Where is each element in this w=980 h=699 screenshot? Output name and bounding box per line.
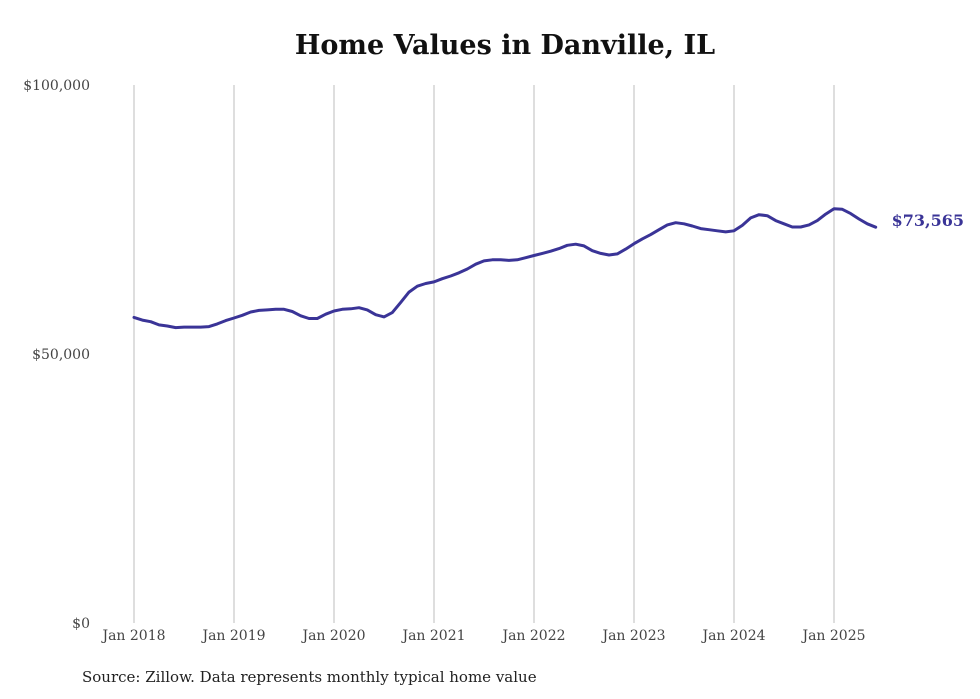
source-note: Source: Zillow. Data represents monthly … — [82, 668, 537, 686]
x-tick-label-6: Jan 2024 — [700, 628, 765, 644]
end-value-label-0: $73,565 — [892, 211, 964, 230]
x-tick-label-7: Jan 2025 — [800, 628, 865, 644]
y-tick-label-1: $50,000 — [32, 347, 90, 363]
x-axis-ticks: Jan 2018 Jan 2019 Jan 2020 Jan 2021 Jan 2022… — [100, 628, 865, 644]
gridlines — [133, 85, 835, 623]
y-tick-label-2: $100,000 — [23, 78, 90, 94]
x-tick-label-1: Jan 2019 — [200, 628, 265, 644]
y-tick-label-0: $0 — [72, 616, 90, 632]
y-axis-ticks: $0 $50,000 $100,000 — [23, 78, 90, 632]
x-tick-label-3: Jan 2021 — [400, 628, 465, 644]
series-line-0 — [132, 207, 878, 330]
x-tick-label-0: Jan 2018 — [100, 628, 165, 644]
x-tick-label-4: Jan 2022 — [500, 628, 565, 644]
x-tick-label-2: Jan 2020 — [300, 628, 365, 644]
series-layer: $73,565 — [132, 207, 964, 330]
x-tick-label-5: Jan 2023 — [600, 628, 665, 644]
chart-title: Home Values in Danville, IL — [294, 30, 716, 61]
